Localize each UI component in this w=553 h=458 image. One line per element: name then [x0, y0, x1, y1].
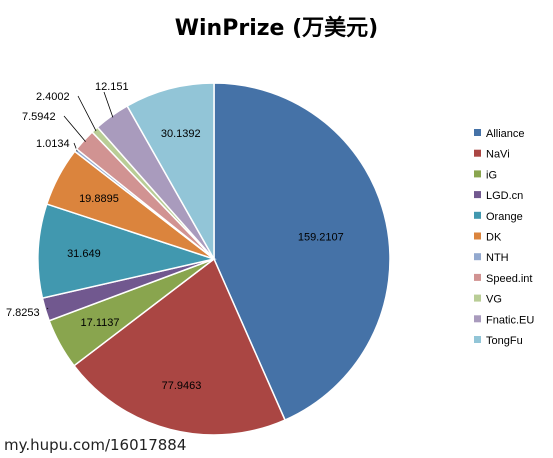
data-label-navi: 77.9463 — [162, 380, 202, 392]
data-label-ig: 17.1137 — [81, 317, 120, 329]
legend-swatch — [474, 294, 481, 302]
leader-line — [63, 115, 86, 142]
legend-swatch — [474, 315, 481, 323]
legend-label-tongfu: TongFu — [486, 335, 523, 347]
data-label-alliance: 159.2107 — [298, 232, 344, 244]
legend-label-fnatic-eu: Fnatic.EU — [486, 314, 534, 326]
data-label-lgd-cn: 7.8253 — [6, 307, 40, 319]
data-label-dk: 19.8895 — [79, 193, 119, 205]
legend-label-orange: Orange — [486, 211, 523, 223]
data-label-fnatic-eu: 12.151 — [95, 81, 129, 93]
legend-swatch — [474, 232, 481, 240]
legend-label-ig: iG — [486, 169, 497, 181]
legend-label-nth: NTH — [486, 252, 509, 264]
data-label-orange: 31.649 — [67, 248, 101, 260]
pie-slice-tongfu — [126, 82, 215, 262]
legend-swatch — [474, 336, 481, 343]
legend-label-alliance: Alliance — [486, 128, 525, 140]
chart-title: WinPrize (万美元) — [174, 16, 379, 41]
legend-swatch — [474, 211, 481, 219]
legend-swatch — [474, 191, 481, 199]
legend-swatch — [474, 253, 481, 261]
legend-swatch — [474, 170, 481, 178]
leader-line — [77, 95, 97, 132]
pie-slice-navi — [72, 257, 287, 436]
leader-line — [47, 307, 49, 310]
leader-line — [103, 91, 114, 118]
legend-label-navi: NaVi — [486, 149, 510, 161]
legend-label-lgd-cn: LGD.cn — [486, 190, 523, 202]
data-label-vg: 2.4002 — [36, 91, 70, 103]
leader-line — [73, 142, 78, 152]
legend-label-dk: DK — [486, 232, 502, 244]
watermark-text: my.hupu.com/16017884 — [4, 436, 187, 454]
data-label-speed-int: 7.5942 — [22, 111, 56, 123]
legend-label-speed-int: Speed.int — [486, 273, 532, 285]
legend-swatch — [474, 129, 481, 136]
legend-swatch — [474, 149, 481, 157]
legend-label-vg: VG — [486, 294, 502, 306]
pie-slice-alliance — [213, 82, 391, 422]
data-label-nth: 1.0134 — [36, 138, 70, 150]
legend-swatch — [474, 273, 481, 281]
pie-slice-orange — [37, 203, 217, 300]
data-label-tongfu: 30.1392 — [161, 128, 201, 140]
